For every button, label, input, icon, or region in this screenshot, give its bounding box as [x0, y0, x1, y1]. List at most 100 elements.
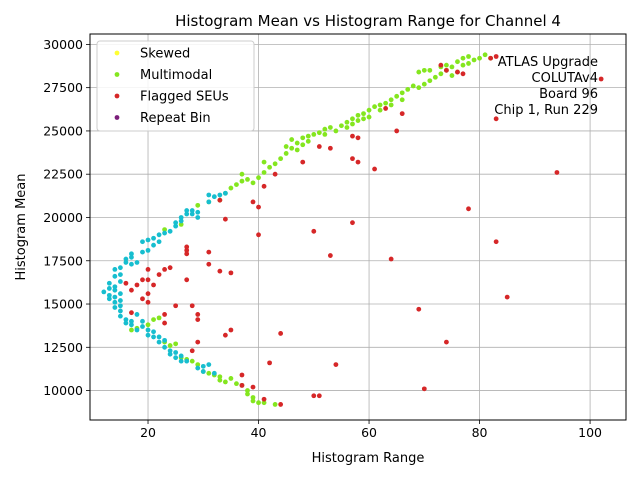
annotation-line: Chip 1, Run 229	[494, 103, 598, 118]
data-point	[129, 318, 134, 324]
data-point	[245, 388, 250, 393]
data-point	[554, 170, 560, 175]
data-point	[222, 379, 228, 385]
data-point	[189, 303, 195, 309]
data-point	[140, 318, 145, 324]
data-point	[129, 310, 134, 316]
data-point	[211, 194, 217, 200]
data-point	[455, 59, 460, 65]
data-point	[195, 317, 201, 323]
data-point	[195, 365, 201, 371]
data-point	[250, 384, 256, 390]
data-point	[377, 102, 383, 108]
series-group	[101, 190, 228, 376]
data-point	[117, 303, 123, 309]
data-point	[322, 126, 328, 132]
data-point	[488, 55, 494, 61]
data-point	[239, 372, 245, 378]
data-point	[140, 249, 145, 255]
data-point	[156, 315, 162, 321]
data-point	[162, 267, 167, 272]
legend-label: Flagged SEUs	[140, 90, 229, 105]
data-point	[195, 209, 201, 215]
data-point	[416, 85, 422, 91]
data-point	[350, 156, 355, 162]
data-point	[355, 112, 361, 118]
axes-frame	[89, 33, 627, 421]
annotation-line: COLUTAv4	[532, 71, 598, 86]
data-point	[316, 393, 322, 399]
data-point	[112, 273, 118, 279]
data-point	[466, 61, 471, 66]
data-point	[278, 156, 284, 162]
data-point	[327, 125, 333, 130]
data-point	[162, 230, 167, 236]
data-point	[189, 211, 195, 217]
data-point	[167, 348, 173, 354]
data-point	[145, 291, 151, 297]
data-point	[444, 339, 449, 345]
data-point	[184, 358, 190, 364]
data-point	[305, 133, 311, 139]
data-point	[129, 287, 134, 293]
data-point	[145, 277, 151, 283]
data-point	[350, 121, 355, 127]
data-point	[278, 402, 284, 407]
data-point	[184, 244, 190, 250]
data-point	[228, 270, 234, 276]
data-point	[289, 145, 295, 151]
data-point	[228, 185, 234, 191]
data-point	[151, 329, 156, 335]
data-point	[361, 111, 366, 117]
data-point	[151, 317, 156, 323]
data-point	[355, 135, 361, 141]
data-point	[399, 111, 405, 117]
y-tick-label: 10000	[43, 383, 83, 398]
data-point	[178, 215, 184, 220]
data-point	[217, 192, 223, 198]
data-point	[134, 282, 140, 288]
data-point	[410, 83, 416, 89]
x-tick-label: 20	[140, 425, 156, 440]
data-point	[350, 116, 355, 122]
data-point	[145, 247, 151, 253]
legend-marker	[114, 115, 120, 120]
data-point	[388, 102, 394, 108]
data-point	[327, 145, 333, 151]
data-point	[361, 116, 366, 122]
data-point	[167, 265, 173, 271]
data-point	[162, 312, 167, 317]
data-point	[184, 251, 190, 257]
data-point	[200, 369, 206, 374]
y-tick-label: 25000	[43, 123, 83, 138]
data-point	[316, 144, 322, 149]
data-point	[256, 232, 261, 238]
y-tick-label: 30000	[43, 37, 83, 52]
data-point	[167, 351, 173, 357]
data-point	[162, 227, 167, 232]
data-point	[123, 317, 129, 323]
data-point	[333, 362, 339, 368]
data-point	[145, 327, 151, 333]
data-point	[466, 206, 471, 212]
data-point	[598, 76, 604, 82]
data-point	[145, 299, 151, 305]
data-point	[112, 299, 118, 305]
data-point	[327, 253, 333, 258]
data-point	[350, 133, 355, 139]
data-point	[493, 54, 499, 59]
legend-marker	[114, 93, 120, 99]
data-point	[421, 67, 427, 73]
series-group	[129, 52, 494, 407]
data-point	[444, 62, 449, 68]
data-point	[294, 140, 300, 146]
data-point	[405, 86, 411, 92]
data-point	[272, 171, 278, 177]
data-point	[283, 151, 289, 156]
data-point	[140, 277, 145, 283]
data-point	[123, 280, 129, 286]
data-point	[449, 64, 455, 70]
data-point	[460, 71, 466, 77]
data-point	[283, 144, 289, 149]
